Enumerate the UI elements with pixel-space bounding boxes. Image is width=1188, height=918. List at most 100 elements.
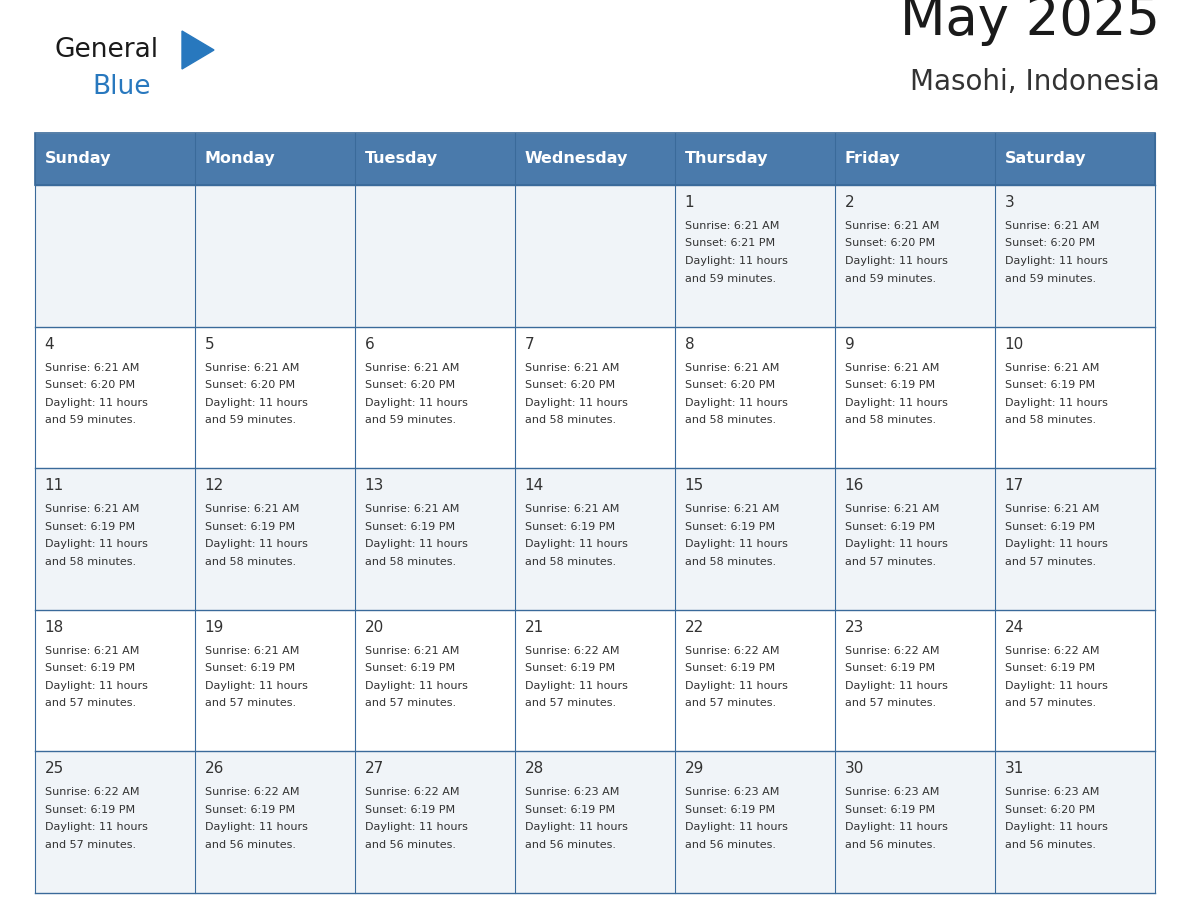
- Text: 28: 28: [525, 761, 544, 777]
- Text: Sunset: 6:19 PM: Sunset: 6:19 PM: [45, 805, 134, 815]
- Text: Daylight: 11 hours: Daylight: 11 hours: [45, 397, 147, 408]
- Bar: [675, 133, 835, 185]
- Text: Sunrise: 6:21 AM: Sunrise: 6:21 AM: [1005, 363, 1099, 373]
- Text: Sunset: 6:20 PM: Sunset: 6:20 PM: [45, 380, 134, 390]
- Text: Sunrise: 6:21 AM: Sunrise: 6:21 AM: [845, 221, 939, 231]
- Text: Sunset: 6:19 PM: Sunset: 6:19 PM: [45, 521, 134, 532]
- Bar: [835, 327, 996, 468]
- Text: Sunset: 6:20 PM: Sunset: 6:20 PM: [684, 380, 775, 390]
- Text: 8: 8: [684, 337, 694, 352]
- Text: and 57 minutes.: and 57 minutes.: [365, 699, 456, 709]
- Text: 27: 27: [365, 761, 384, 777]
- Text: Sunrise: 6:22 AM: Sunrise: 6:22 AM: [45, 788, 139, 798]
- Text: Daylight: 11 hours: Daylight: 11 hours: [204, 397, 308, 408]
- Text: Sunrise: 6:22 AM: Sunrise: 6:22 AM: [684, 645, 779, 655]
- Text: 26: 26: [204, 761, 225, 777]
- Text: Sunset: 6:19 PM: Sunset: 6:19 PM: [845, 664, 935, 673]
- Text: and 57 minutes.: and 57 minutes.: [525, 699, 615, 709]
- Text: 9: 9: [845, 337, 854, 352]
- Bar: [516, 327, 675, 468]
- Text: Daylight: 11 hours: Daylight: 11 hours: [45, 823, 147, 833]
- Text: Sunrise: 6:23 AM: Sunrise: 6:23 AM: [1005, 788, 1099, 798]
- Text: and 59 minutes.: and 59 minutes.: [45, 415, 135, 425]
- Text: Saturday: Saturday: [1005, 151, 1086, 166]
- Text: 23: 23: [845, 620, 864, 635]
- Text: Sunset: 6:19 PM: Sunset: 6:19 PM: [365, 805, 455, 815]
- Text: Sunset: 6:19 PM: Sunset: 6:19 PM: [365, 664, 455, 673]
- Text: Sunrise: 6:21 AM: Sunrise: 6:21 AM: [45, 363, 139, 373]
- Text: 12: 12: [204, 478, 223, 493]
- Bar: [675, 610, 835, 752]
- Text: Sunset: 6:19 PM: Sunset: 6:19 PM: [684, 805, 775, 815]
- Text: and 58 minutes.: and 58 minutes.: [365, 556, 456, 566]
- Bar: [996, 133, 1155, 185]
- Text: and 57 minutes.: and 57 minutes.: [45, 840, 135, 850]
- Bar: [516, 610, 675, 752]
- Text: and 56 minutes.: and 56 minutes.: [204, 840, 296, 850]
- Bar: [355, 327, 516, 468]
- Text: and 59 minutes.: and 59 minutes.: [684, 274, 776, 284]
- Text: 18: 18: [45, 620, 64, 635]
- Text: and 57 minutes.: and 57 minutes.: [845, 556, 936, 566]
- Bar: [355, 752, 516, 893]
- Text: and 57 minutes.: and 57 minutes.: [45, 699, 135, 709]
- Text: and 58 minutes.: and 58 minutes.: [525, 415, 615, 425]
- Text: Daylight: 11 hours: Daylight: 11 hours: [525, 397, 627, 408]
- Text: 4: 4: [45, 337, 55, 352]
- Text: Sunset: 6:19 PM: Sunset: 6:19 PM: [365, 521, 455, 532]
- Text: and 58 minutes.: and 58 minutes.: [845, 415, 936, 425]
- Bar: [34, 185, 195, 327]
- Text: 20: 20: [365, 620, 384, 635]
- Text: Sunrise: 6:21 AM: Sunrise: 6:21 AM: [845, 363, 939, 373]
- Text: 29: 29: [684, 761, 704, 777]
- Bar: [516, 133, 675, 185]
- Text: Wednesday: Wednesday: [525, 151, 628, 166]
- Text: and 56 minutes.: and 56 minutes.: [684, 840, 776, 850]
- Text: Sunrise: 6:21 AM: Sunrise: 6:21 AM: [365, 504, 459, 514]
- Bar: [996, 610, 1155, 752]
- Text: Daylight: 11 hours: Daylight: 11 hours: [684, 539, 788, 549]
- Text: Thursday: Thursday: [684, 151, 769, 166]
- Bar: [835, 752, 996, 893]
- Bar: [835, 610, 996, 752]
- Text: 13: 13: [365, 478, 384, 493]
- Text: Sunset: 6:19 PM: Sunset: 6:19 PM: [204, 521, 295, 532]
- Text: Daylight: 11 hours: Daylight: 11 hours: [45, 681, 147, 691]
- Text: and 59 minutes.: and 59 minutes.: [845, 274, 936, 284]
- Text: Sunset: 6:19 PM: Sunset: 6:19 PM: [525, 805, 614, 815]
- Text: Sunset: 6:19 PM: Sunset: 6:19 PM: [204, 805, 295, 815]
- Text: Daylight: 11 hours: Daylight: 11 hours: [1005, 823, 1107, 833]
- Bar: [996, 468, 1155, 610]
- Text: and 56 minutes.: and 56 minutes.: [1005, 840, 1095, 850]
- Text: Sunrise: 6:21 AM: Sunrise: 6:21 AM: [1005, 504, 1099, 514]
- Bar: [516, 468, 675, 610]
- Text: Sunrise: 6:23 AM: Sunrise: 6:23 AM: [684, 788, 779, 798]
- Text: Daylight: 11 hours: Daylight: 11 hours: [45, 539, 147, 549]
- Text: Sunset: 6:20 PM: Sunset: 6:20 PM: [1005, 805, 1094, 815]
- Text: Sunset: 6:19 PM: Sunset: 6:19 PM: [525, 521, 614, 532]
- Text: and 56 minutes.: and 56 minutes.: [365, 840, 456, 850]
- Text: and 59 minutes.: and 59 minutes.: [204, 415, 296, 425]
- Text: Sunrise: 6:23 AM: Sunrise: 6:23 AM: [525, 788, 619, 798]
- Bar: [996, 752, 1155, 893]
- Text: Masohi, Indonesia: Masohi, Indonesia: [910, 68, 1159, 96]
- Bar: [675, 752, 835, 893]
- Text: Sunrise: 6:21 AM: Sunrise: 6:21 AM: [684, 363, 779, 373]
- Text: and 58 minutes.: and 58 minutes.: [684, 415, 776, 425]
- Text: Sunset: 6:19 PM: Sunset: 6:19 PM: [684, 664, 775, 673]
- Text: Sunset: 6:19 PM: Sunset: 6:19 PM: [845, 521, 935, 532]
- Text: Daylight: 11 hours: Daylight: 11 hours: [1005, 539, 1107, 549]
- Bar: [195, 468, 355, 610]
- Polygon shape: [182, 31, 214, 69]
- Text: Sunset: 6:19 PM: Sunset: 6:19 PM: [1005, 380, 1094, 390]
- Text: Sunset: 6:20 PM: Sunset: 6:20 PM: [845, 239, 935, 249]
- Text: Daylight: 11 hours: Daylight: 11 hours: [845, 539, 948, 549]
- Bar: [195, 133, 355, 185]
- Text: Sunrise: 6:21 AM: Sunrise: 6:21 AM: [684, 221, 779, 231]
- Bar: [355, 133, 516, 185]
- Bar: [195, 610, 355, 752]
- Bar: [355, 610, 516, 752]
- Text: Daylight: 11 hours: Daylight: 11 hours: [1005, 397, 1107, 408]
- Text: Sunset: 6:20 PM: Sunset: 6:20 PM: [1005, 239, 1094, 249]
- Text: Daylight: 11 hours: Daylight: 11 hours: [204, 823, 308, 833]
